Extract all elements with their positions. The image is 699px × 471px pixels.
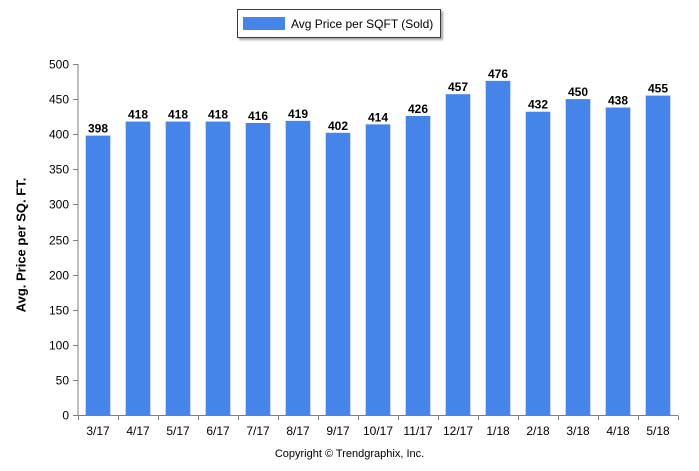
bar	[605, 107, 631, 416]
bar	[445, 94, 471, 415]
data-label: 438	[608, 94, 628, 108]
x-tick-label: 10/17	[363, 424, 393, 438]
y-tick-label: 450	[49, 93, 69, 107]
data-label: 419	[288, 107, 308, 121]
y-tick-label: 0	[62, 409, 69, 423]
y-tick-label: 100	[49, 339, 69, 353]
copyright-text: Copyright © Trendgraphix, Inc.	[274, 448, 425, 460]
x-tick-label: 3/17	[86, 424, 110, 438]
x-tick-label: 6/17	[206, 424, 230, 438]
data-label: 455	[648, 82, 668, 96]
bar	[125, 121, 151, 416]
x-tick-label: 4/18	[606, 424, 630, 438]
bar	[525, 111, 551, 416]
data-label: 457	[448, 80, 468, 94]
x-tick-label: 7/17	[246, 424, 270, 438]
bar	[565, 99, 591, 415]
data-label: 402	[328, 119, 348, 133]
y-tick-label: 400	[49, 128, 69, 142]
data-label: 398	[88, 122, 108, 136]
x-tick-label: 5/18	[646, 424, 670, 438]
bar	[205, 121, 231, 416]
data-label: 426	[408, 102, 428, 116]
bar	[285, 120, 311, 415]
bar	[85, 135, 111, 415]
y-tick-label: 50	[56, 374, 70, 388]
x-tick-label: 3/18	[566, 424, 590, 438]
y-tick-label: 150	[49, 304, 69, 318]
x-tick-label: 8/17	[286, 424, 310, 438]
x-tick-label: 1/18	[486, 424, 510, 438]
bar	[365, 124, 391, 415]
data-label: 418	[208, 108, 228, 122]
data-label: 432	[528, 98, 548, 112]
legend: Avg Price per SQFT (Sold)	[237, 9, 441, 38]
y-tick-label: 250	[49, 234, 69, 248]
x-tick-label: 12/17	[443, 424, 473, 438]
data-label: 476	[488, 67, 508, 81]
x-tick-label: 11/17	[403, 424, 432, 438]
data-label: 418	[128, 108, 148, 122]
legend-swatch	[243, 17, 285, 30]
legend-label: Avg Price per SQFT (Sold)	[291, 16, 434, 31]
bar	[325, 132, 351, 415]
bar	[245, 122, 271, 415]
bar	[485, 80, 511, 416]
y-tick-label: 300	[49, 198, 69, 212]
y-tick-label: 500	[49, 58, 69, 72]
bar	[405, 115, 431, 415]
y-tick-label: 350	[49, 163, 69, 177]
x-tick-label: 4/17	[126, 424, 150, 438]
x-tick-label: 5/17	[166, 424, 190, 438]
data-label: 416	[248, 109, 268, 123]
data-label: 418	[168, 108, 188, 122]
data-label: 450	[568, 85, 588, 99]
y-tick-label: 200	[49, 269, 69, 283]
data-label: 414	[368, 110, 388, 124]
x-tick-label: 9/17	[326, 424, 350, 438]
y-axis-title: Avg. Price per SQ. FT.	[13, 177, 29, 313]
bar	[165, 121, 191, 416]
bar	[645, 95, 671, 415]
x-tick-label: 2/18	[526, 424, 550, 438]
